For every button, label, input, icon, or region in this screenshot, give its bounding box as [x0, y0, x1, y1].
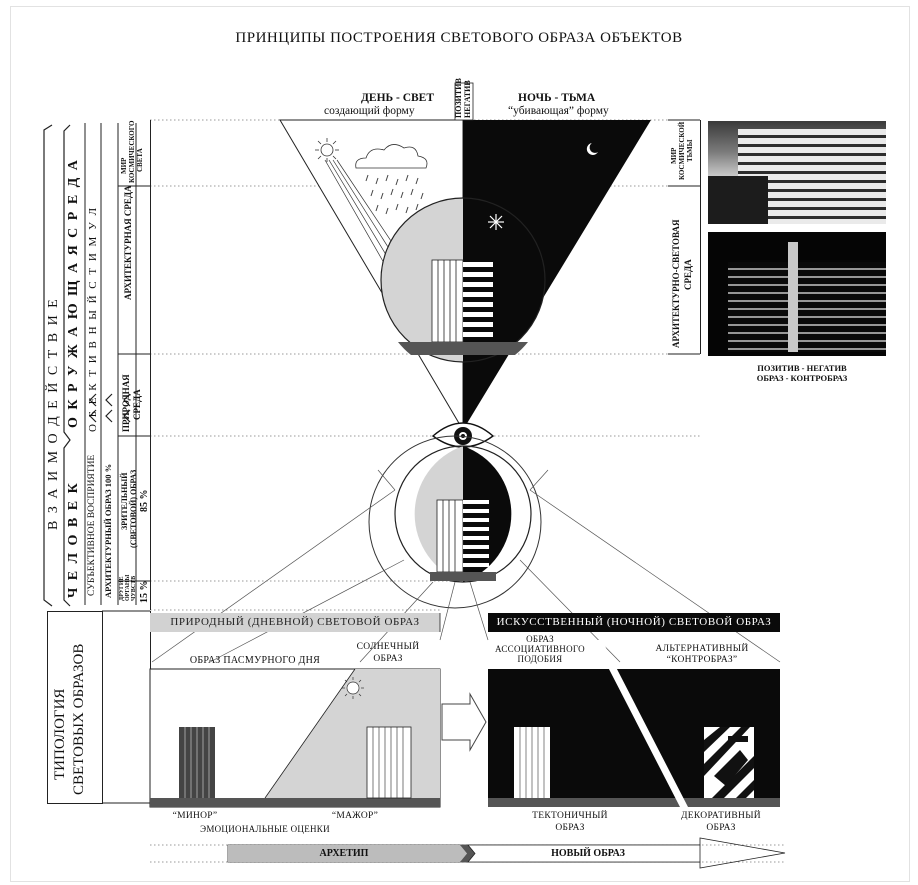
right-frame	[668, 119, 701, 355]
label-cosmic-light-2: КОСМИЧЕСКОГО	[128, 120, 136, 183]
label-arch-light-1: АРХИТЕКТУРНО-СВЕТОВАЯ	[671, 219, 681, 348]
label-natural-env-1: ПРИРОДНАЯ	[121, 374, 131, 432]
band-natural	[150, 613, 440, 632]
moon-icon	[586, 143, 598, 155]
label-tectonic-1: ТЕКТОНИЧНЫЙ	[532, 811, 608, 821]
sun-icon	[315, 138, 339, 162]
lower-building-day	[436, 499, 464, 573]
label-typology-1: ТИПОЛОГИЯ	[52, 688, 68, 780]
upper-ground	[398, 342, 528, 355]
day-subtitle: создающий форму	[324, 105, 415, 117]
center-label-positive: ПОЗИТИВ	[454, 78, 463, 118]
band-artificial-label: ИСКУССТВЕННЫЙ (НОЧНОЙ) СВЕТОВОЙ ОБРАЗ	[496, 616, 772, 628]
label-interaction: В З А И М О Д Е Й С Т В И Е	[46, 297, 61, 530]
building-sunny	[366, 726, 412, 799]
center-label-negative: НЕГАТИВ	[463, 80, 472, 118]
label-archetype: АРХЕТИП	[319, 848, 369, 859]
label-typology-2: СВЕТОВЫХ ОБРАЗОВ	[71, 643, 87, 795]
label-cosmic-dark-3: ТЬМЫ	[686, 139, 694, 163]
photo-night	[708, 232, 886, 356]
label-minor: “МИНОР”	[172, 811, 218, 821]
rain	[365, 174, 424, 215]
label-subjective-perception: СУБЪЕКТИВНОЕ ВОСПРИЯТИЕ	[87, 454, 97, 596]
lower-circle	[394, 445, 532, 583]
label-natural-env-2: СРЕДА	[132, 389, 142, 420]
lamp-burst-icon	[488, 214, 504, 230]
label-assoc-2: АССОЦИАТИВНОГО	[495, 644, 585, 654]
label-environment: О К Р У Ж А Ю Щ А Я С Р Е Д А	[66, 158, 81, 428]
small-sun-icon	[342, 677, 364, 699]
label-other-senses-3: ЧУВСТВ	[131, 575, 137, 601]
label-assoc-3: ПОДОБИЯ	[517, 654, 563, 664]
new-image-bar	[467, 844, 701, 863]
photo-day	[708, 121, 886, 224]
label-sunny-2: ОБРАЗ	[373, 654, 403, 664]
center-strip	[454, 82, 474, 121]
label-arch-environment: АРХИТЕКТУРНАЯ СРЕДА	[123, 185, 133, 300]
archetype-bar	[228, 845, 467, 862]
band-artificial	[488, 613, 780, 632]
label-new-image: НОВЫЙ ОБРАЗ	[551, 848, 625, 859]
label-emotional: ЭМОЦИОНАЛЬНЫЕ ОЦЕНКИ	[200, 824, 330, 834]
left-frame	[84, 120, 151, 610]
pct-85: 85 %	[139, 489, 150, 513]
band-natural-label: ПРИРОДНЫЙ (ДНЕВНОЙ) СВЕТОВОЙ ОБРАЗ	[170, 616, 420, 628]
transition-arrow	[441, 692, 487, 752]
label-sunny-1: СОЛНЕЧНЫЙ	[356, 642, 420, 652]
label-overcast: ОБРАЗ ПАСМУРНОГО ДНЯ	[189, 655, 321, 666]
label-alternative-2: “КОНТРОБРАЗ”	[666, 655, 738, 665]
label-arch-light-2: СРЕДА	[683, 259, 693, 290]
caption-image-counter: ОБРАЗ - КОНТРОБРАЗ	[756, 373, 848, 383]
page-title: ПРИНЦИПЫ ПОСТРОЕНИЯ СВЕТОВОГО ОБРАЗА ОБЪ…	[235, 30, 683, 46]
caption-positive-negative: ПОЗИТИВ - НЕГАТИВ	[757, 363, 847, 373]
night-title: НОЧЬ - ТЬМА	[518, 92, 596, 104]
label-objective-stimulus: О Б Е К Т И В Н Ы Й С Т И М У Л	[87, 205, 99, 432]
label-major: “МАЖОР”	[331, 811, 379, 821]
pct-15: 15 %	[139, 580, 150, 604]
panel-night-slash	[594, 640, 688, 807]
lower-building-night	[463, 500, 489, 567]
label-tectonic-2: ОБРАЗ	[555, 823, 585, 833]
upper-building-day	[431, 259, 464, 343]
label-assoc-1: ОБРАЗ	[526, 634, 554, 644]
label-human: Ч Е Л О В Е К	[66, 481, 81, 598]
lower-ground	[430, 572, 496, 581]
outer-ring-lower	[368, 435, 542, 609]
label-visual-image-1: ЗРИТЕЛЬНЫЙ	[120, 472, 129, 530]
label-decorative-2: ОБРАЗ	[706, 823, 736, 833]
label-visual-image-2: (СВЕТОВОЙ) ОБРАЗ	[129, 469, 138, 548]
building-decorative	[704, 727, 754, 798]
label-cosmic-dark-1: МИР	[670, 147, 678, 164]
upper-building-night	[463, 262, 493, 337]
left-brackets	[43, 124, 131, 607]
night-subtitle: “убивающая” форму	[508, 105, 609, 117]
cloud-icon	[355, 144, 428, 169]
label-arch-image: АРХИТЕКТУРНЫЙ ОБРАЗ 100 %	[103, 463, 113, 598]
label-alternative-1: АЛЬТЕРНАТИВНЫЙ	[655, 644, 749, 654]
day-title: ДЕНЬ - СВЕТ	[361, 92, 435, 104]
label-decorative-1: ДЕКОРАТИВНЫЙ	[681, 811, 761, 821]
label-cosmic-light-1: МИР	[120, 157, 128, 174]
label-cosmic-dark-2: КОСМИЧЕСКОЙ	[678, 121, 686, 180]
upper-circle	[380, 197, 546, 363]
page-border	[10, 6, 910, 882]
label-cosmic-light-3: СВЕТА	[136, 148, 144, 172]
typology-box	[47, 611, 103, 804]
